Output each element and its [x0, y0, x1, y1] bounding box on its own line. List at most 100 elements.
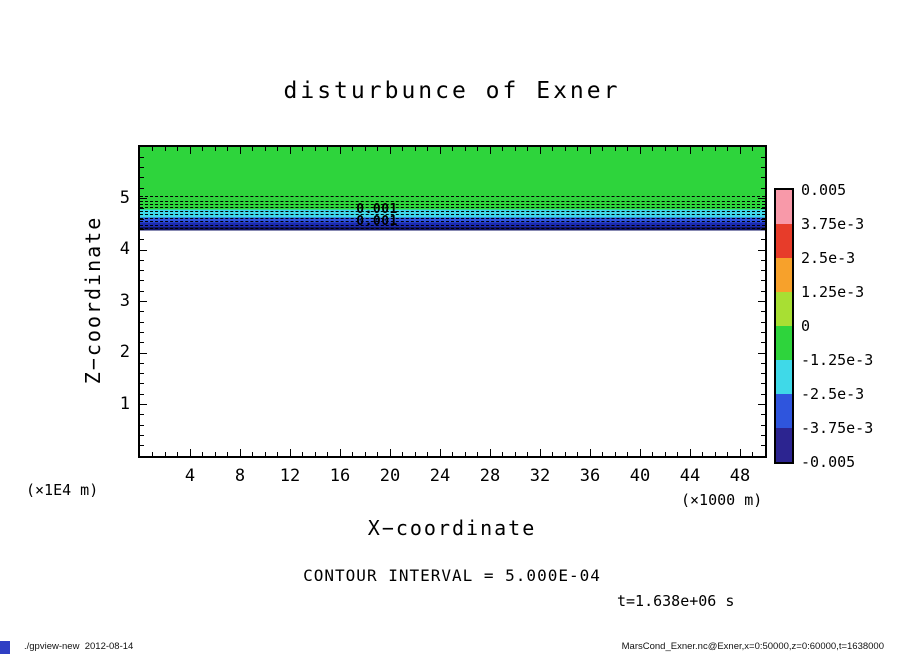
x-major-tick	[489, 147, 491, 154]
y-minor-tick	[761, 342, 765, 344]
x-axis-unit: (×1000 m)	[681, 491, 763, 509]
y-minor-tick	[761, 414, 765, 416]
y-minor-tick	[761, 270, 765, 272]
x-minor-tick	[227, 147, 228, 151]
x-minor-tick	[314, 452, 316, 456]
y-minor-tick	[140, 393, 144, 395]
x-minor-tick	[627, 452, 628, 456]
contour-label: 0.001	[356, 213, 398, 229]
x-minor-tick	[152, 452, 153, 456]
colorbar	[774, 188, 794, 464]
y-minor-tick	[140, 383, 144, 385]
y-minor-tick	[140, 414, 144, 416]
x-major-tick	[389, 147, 391, 154]
x-minor-tick	[514, 147, 516, 151]
x-minor-tick	[214, 452, 216, 456]
y-minor-tick	[761, 321, 765, 323]
x-minor-tick	[314, 147, 316, 151]
x-major-tick	[739, 449, 741, 456]
x-minor-tick	[552, 452, 553, 456]
x-major-tick	[539, 449, 541, 456]
y-minor-tick	[140, 321, 144, 323]
x-minor-tick	[327, 452, 328, 456]
x-minor-tick	[502, 452, 503, 456]
x-minor-tick	[602, 147, 603, 151]
colorbar-tick-label: -2.5e-3	[801, 385, 865, 403]
colorbar-tick-label: 0	[801, 317, 811, 335]
colorbar-tick-label: 2.5e-3	[801, 249, 856, 267]
x-tick-label: 32	[529, 466, 551, 486]
x-minor-tick	[714, 147, 716, 151]
x-minor-tick	[352, 147, 353, 151]
y-minor-tick	[761, 177, 765, 179]
y-minor-tick	[140, 167, 144, 169]
x-tick-label: 44	[679, 466, 701, 486]
y-minor-tick	[140, 424, 144, 426]
x-minor-tick	[652, 452, 653, 456]
y-major-tick	[140, 198, 147, 199]
x-minor-tick	[264, 147, 266, 151]
colorbar-tick-label: 0.005	[801, 181, 847, 199]
x-minor-tick	[302, 147, 303, 151]
y-minor-tick	[761, 362, 765, 364]
x-minor-tick	[327, 147, 328, 151]
x-tick-label: 40	[629, 466, 651, 486]
x-major-tick	[389, 449, 391, 456]
y-minor-tick	[140, 311, 144, 313]
y-minor-tick	[140, 373, 144, 375]
y-minor-tick	[140, 208, 144, 210]
x-major-tick	[539, 147, 541, 154]
y-minor-tick	[140, 156, 144, 158]
x-tick-label: 4	[184, 466, 196, 486]
x-minor-tick	[752, 452, 753, 456]
x-minor-tick	[564, 452, 566, 456]
x-minor-tick	[702, 147, 703, 151]
x-minor-tick	[677, 147, 678, 151]
x-tick-label: 24	[429, 466, 451, 486]
y-minor-tick	[140, 270, 144, 272]
x-minor-tick	[452, 452, 453, 456]
y-minor-tick	[761, 331, 765, 333]
x-major-tick	[489, 449, 491, 456]
x-minor-tick	[677, 452, 678, 456]
plot-title: disturbunce of Exner	[283, 78, 621, 104]
y-major-tick	[140, 404, 147, 405]
y-minor-tick	[761, 259, 765, 261]
y-minor-tick	[140, 177, 144, 179]
y-minor-tick	[140, 218, 144, 220]
y-minor-tick	[761, 187, 765, 189]
y-minor-tick	[761, 280, 765, 282]
contour-line	[140, 210, 765, 212]
y-minor-tick	[761, 228, 765, 230]
x-major-tick	[589, 449, 591, 456]
x-major-tick	[339, 147, 341, 154]
x-tick-label: 36	[579, 466, 601, 486]
y-axis-unit: (×1E4 m)	[26, 481, 99, 499]
y-tick-label: 4	[119, 239, 130, 259]
x-minor-tick	[477, 452, 478, 456]
x-minor-tick	[402, 452, 403, 456]
colorbar-cell	[776, 428, 792, 462]
x-minor-tick	[227, 452, 228, 456]
x-minor-tick	[752, 147, 753, 151]
x-minor-tick	[452, 147, 453, 151]
colorbar-tick-label: -3.75e-3	[801, 419, 874, 437]
x-minor-tick	[577, 452, 578, 456]
x-minor-tick	[364, 147, 366, 151]
x-minor-tick	[627, 147, 628, 151]
colorbar-cell	[776, 190, 792, 224]
colorbar-tick-label: 3.75e-3	[801, 215, 865, 233]
x-tick-label: 28	[479, 466, 501, 486]
y-minor-tick	[761, 424, 765, 426]
x-minor-tick	[214, 147, 216, 151]
x-minor-tick	[252, 452, 253, 456]
x-axis-label: X−coordinate	[367, 516, 537, 540]
colorbar-tick-label: -1.25e-3	[801, 351, 874, 369]
y-minor-tick	[140, 290, 144, 292]
x-major-tick	[439, 449, 441, 456]
y-minor-tick	[761, 311, 765, 313]
x-major-tick	[289, 147, 291, 154]
x-minor-tick	[302, 452, 303, 456]
x-major-tick	[189, 147, 191, 154]
